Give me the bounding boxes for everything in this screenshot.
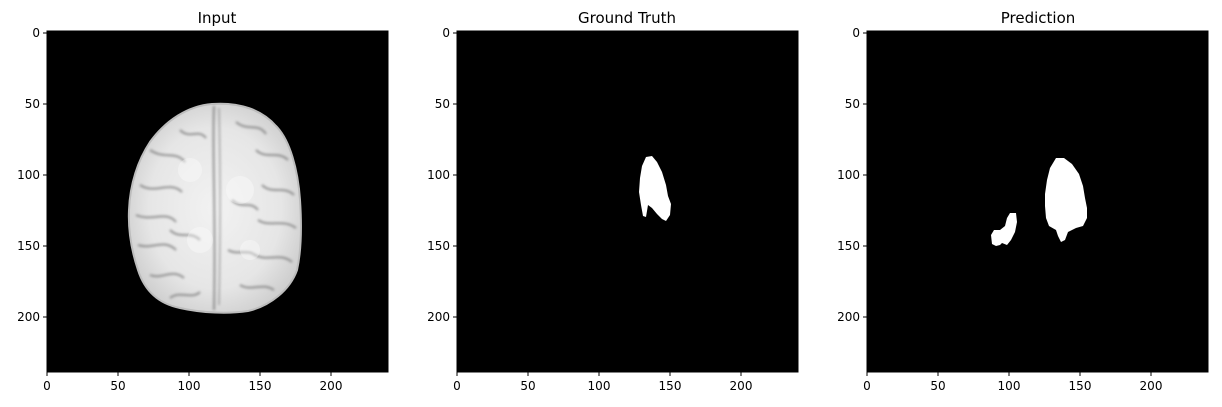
panel-input: Input — [17, 9, 389, 393]
prediction-mask-large — [1045, 158, 1087, 242]
y-axis-ground-truth: 0 50 100 150 200 — [427, 26, 457, 324]
x-axis-prediction: 0 50 100 150 200 — [863, 372, 1162, 393]
y-tick-label: 0 — [852, 26, 860, 40]
y-tick-label: 50 — [435, 97, 450, 111]
y-tick-label: 0 — [32, 26, 40, 40]
panel-prediction: Prediction 0 50 100 150 200 0 50 100 150 — [837, 9, 1209, 393]
y-tick-label: 150 — [837, 239, 860, 253]
y-tick-label: 50 — [25, 97, 40, 111]
panel-title-prediction: Prediction — [1001, 9, 1076, 27]
x-tick-label: 200 — [730, 379, 753, 393]
y-tick-label: 150 — [427, 239, 450, 253]
x-tick-label: 100 — [588, 379, 611, 393]
y-axis-input: 0 50 100 150 200 — [17, 26, 47, 324]
y-tick-label: 0 — [442, 26, 450, 40]
x-axis-ground-truth: 0 50 100 150 200 — [453, 372, 752, 393]
y-tick-label: 100 — [427, 168, 450, 182]
x-tick-label: 100 — [998, 379, 1021, 393]
ground-truth-mask — [639, 156, 671, 221]
brain-slice — [127, 102, 302, 314]
prediction-mask-small — [991, 213, 1017, 246]
x-tick-label: 50 — [520, 379, 535, 393]
x-axis-input: 0 50 100 150 200 — [43, 372, 342, 393]
y-tick-label: 100 — [837, 168, 860, 182]
y-tick-label: 200 — [427, 310, 450, 324]
x-tick-label: 0 — [43, 379, 51, 393]
x-tick-label: 150 — [659, 379, 682, 393]
panel-title-input: Input — [198, 9, 237, 27]
y-axis-prediction: 0 50 100 150 200 — [837, 26, 867, 324]
panel-ground-truth: Ground Truth 0 50 100 150 200 0 50 100 1… — [427, 9, 799, 393]
y-tick-label: 50 — [845, 97, 860, 111]
y-tick-label: 100 — [17, 168, 40, 182]
x-tick-label: 0 — [453, 379, 461, 393]
x-tick-label: 100 — [178, 379, 201, 393]
x-tick-label: 0 — [863, 379, 871, 393]
y-tick-label: 150 — [17, 239, 40, 253]
x-tick-label: 50 — [110, 379, 125, 393]
y-tick-label: 200 — [17, 310, 40, 324]
x-tick-label: 200 — [320, 379, 343, 393]
panel-title-ground-truth: Ground Truth — [578, 9, 676, 27]
x-tick-label: 150 — [1069, 379, 1092, 393]
image-area-ground-truth — [456, 30, 799, 373]
x-tick-label: 50 — [930, 379, 945, 393]
x-tick-label: 200 — [1140, 379, 1163, 393]
x-tick-label: 150 — [249, 379, 272, 393]
image-area-prediction — [866, 30, 1209, 373]
y-tick-label: 200 — [837, 310, 860, 324]
